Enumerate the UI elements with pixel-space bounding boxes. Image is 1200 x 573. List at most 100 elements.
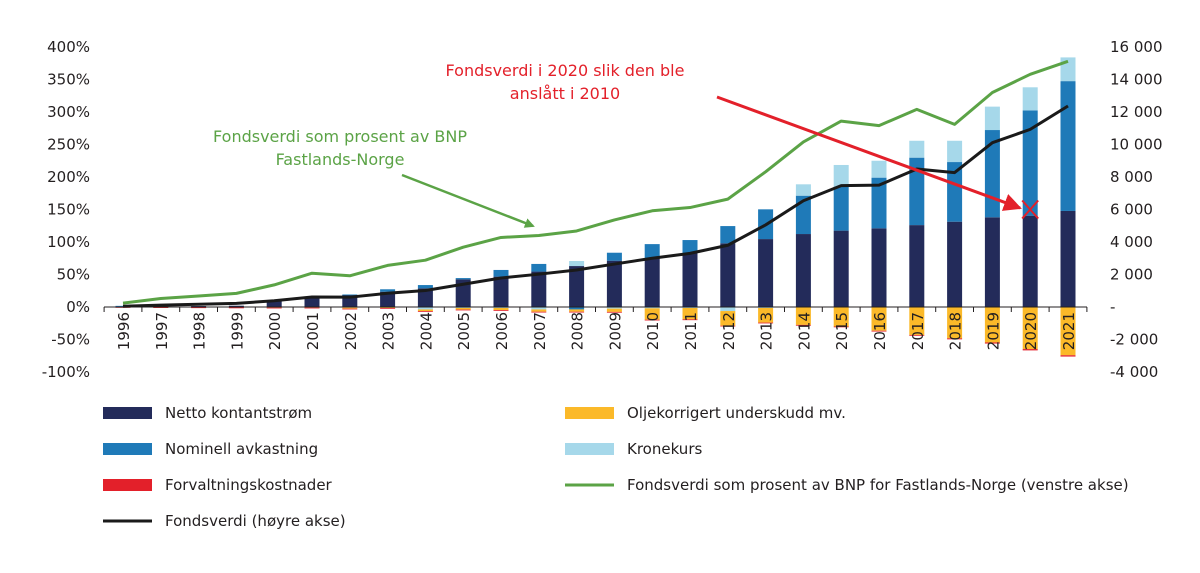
- right-axis-tick-label: 6 000: [1110, 201, 1153, 219]
- bar-netto-kontantstr-m-2014: [796, 234, 811, 307]
- x-tick-label: 2006: [493, 312, 511, 350]
- bar-forvaltningskostnader-2006: [494, 310, 509, 311]
- bar-netto-kontantstr-m-2007: [531, 272, 546, 307]
- bar-nominell-avkastning-2006: [494, 270, 509, 277]
- bar-forvaltningskostnader-2000: [267, 308, 282, 309]
- bar-netto-kontantstr-m-2006: [494, 277, 509, 307]
- bar-oljekorrigert-underskudd-mv--2005: [456, 308, 471, 310]
- left-axis-tick-label: 50%: [57, 266, 90, 284]
- bar-kronekurs-2017: [909, 141, 924, 158]
- legend-label: Kronekurs: [627, 440, 702, 458]
- x-tick-label: 2008: [569, 312, 587, 350]
- left-axis-tick-label: 0%: [66, 298, 90, 316]
- x-tick-label: 1996: [115, 312, 133, 350]
- bar-kronekurs-2018: [947, 141, 962, 162]
- left-axis-tick-label: 250%: [47, 136, 90, 154]
- left-axis-tick-label: 300%: [47, 103, 90, 121]
- x-tick-label: 2015: [833, 312, 851, 350]
- bar-netto-kontantstr-m-2009: [607, 261, 622, 307]
- bar-nominell-avkastning-2007: [531, 264, 546, 272]
- bar-netto-kontantstr-m-2018: [947, 222, 962, 307]
- red-annotation-line2: anslått i 2010: [510, 84, 620, 103]
- x-tick-label: 2019: [984, 312, 1002, 350]
- x-tick-label: 2002: [342, 312, 360, 350]
- x-tick-label: 2007: [531, 312, 549, 350]
- bar-oljekorrigert-underskudd-mv--2008: [569, 309, 584, 311]
- x-tick-label: 2012: [720, 312, 738, 350]
- bar-forvaltningskostnader-1999: [229, 307, 244, 308]
- x-tick-label: 2018: [947, 312, 965, 350]
- legend-label: Forvaltningskostnader: [165, 476, 333, 494]
- right-axis-tick-label: 10 000: [1110, 136, 1163, 154]
- x-tick-label: 1998: [191, 312, 209, 350]
- legend-swatch: [565, 443, 614, 455]
- x-tick-label: 2011: [682, 312, 700, 350]
- right-axis-tick-label: -: [1110, 298, 1115, 316]
- bar-forvaltningskostnader-2005: [456, 310, 471, 311]
- right-axis-tick-label: 16 000: [1110, 38, 1163, 56]
- bar-oljekorrigert-underskudd-mv--2004: [418, 309, 433, 311]
- bar-kronekurs-2016: [872, 161, 887, 178]
- bar-nominell-avkastning-2012: [720, 226, 735, 243]
- bar-nominell-avkastning-2004: [418, 285, 433, 288]
- legend-label: Fondsverdi som prosent av BNP for Fastla…: [627, 476, 1129, 494]
- bar-netto-kontantstr-m-2017: [909, 225, 924, 307]
- green-annotation-line2: Fastlands-Norge: [276, 150, 405, 169]
- right-axis-tick-label: 8 000: [1110, 168, 1153, 186]
- bar-forvaltningskostnader-2021: [1061, 355, 1076, 356]
- left-axis-tick-label: -100%: [42, 363, 90, 381]
- bar-nominell-avkastning-2005: [456, 278, 471, 279]
- legend-swatch: [565, 407, 614, 419]
- x-tick-label: 2004: [417, 312, 435, 350]
- left-axis-tick-label: 150%: [47, 201, 90, 219]
- bar-kronekurs-2015: [834, 165, 849, 187]
- bar-kronekurs-2008: [569, 261, 584, 266]
- bar-netto-kontantstr-m-2010: [645, 258, 660, 307]
- bar-netto-kontantstr-m-2013: [758, 239, 773, 307]
- x-tick-label: 1999: [228, 312, 246, 350]
- x-tick-label: 2000: [266, 312, 284, 350]
- bar-netto-kontantstr-m-2016: [872, 228, 887, 307]
- x-tick-label: 2001: [304, 312, 322, 350]
- bar-nominell-avkastning-2015: [834, 187, 849, 231]
- legend-label: Netto kontantstrøm: [165, 404, 312, 422]
- left-axis-tick-label: 400%: [47, 38, 90, 56]
- bar-oljekorrigert-underskudd-mv--2002: [342, 308, 357, 309]
- bar-kronekurs-2021: [1061, 57, 1076, 81]
- bar-netto-kontantstr-m-2015: [834, 231, 849, 307]
- bar-kronekurs-2020: [1023, 87, 1038, 110]
- bar-kronekurs-2012: [720, 307, 735, 311]
- bar-forvaltningskostnader-2004: [418, 311, 433, 312]
- x-tick-label: 2016: [871, 312, 889, 350]
- x-tick-label: 2009: [606, 312, 624, 350]
- bar-nominell-avkastning-2009: [607, 253, 622, 261]
- x-tick-label: 2010: [644, 312, 662, 350]
- legend-label: Fondsverdi (høyre akse): [165, 512, 346, 530]
- left-axis-tick-label: -50%: [51, 331, 90, 349]
- bar-nominell-avkastning-2021: [1061, 81, 1076, 211]
- right-axis-tick-label: 2 000: [1110, 266, 1153, 284]
- right-axis-tick-label: -2 000: [1110, 331, 1158, 349]
- red-annotation-line1: Fondsverdi i 2020 slik den ble: [446, 61, 685, 80]
- x-tick-label: 2021: [1060, 312, 1078, 350]
- red-annotation-arrow: [717, 97, 1020, 208]
- bar-netto-kontantstr-m-2021: [1061, 211, 1076, 307]
- bar-netto-kontantstr-m-2020: [1023, 216, 1038, 307]
- bar-oljekorrigert-underskudd-mv--2007: [531, 309, 546, 311]
- x-tick-label: 2017: [909, 312, 927, 350]
- bar-kronekurs-2014: [796, 184, 811, 195]
- bar-oljekorrigert-underskudd-mv--2006: [494, 308, 509, 310]
- legend-swatch: [103, 407, 152, 419]
- right-axis-tick-label: 14 000: [1110, 71, 1163, 89]
- legend-swatch: [103, 479, 152, 491]
- x-tick-label: 2013: [758, 312, 776, 350]
- legend-label: Nominell avkastning: [165, 440, 318, 458]
- bar-netto-kontantstr-m-2011: [683, 253, 698, 307]
- legend-swatch: [103, 443, 152, 455]
- left-axis-tick-label: 350%: [47, 71, 90, 89]
- bar-netto-kontantstr-m-2019: [985, 217, 1000, 307]
- bar-netto-kontantstr-m-2012: [720, 243, 735, 307]
- right-axis-tick-label: -4 000: [1110, 363, 1158, 381]
